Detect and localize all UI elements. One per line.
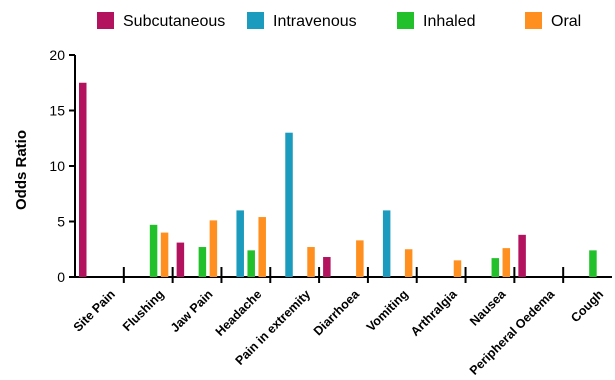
bar-subcutaneous-diarrhoea (323, 257, 331, 277)
bar-subcutaneous-peripheral-oedema (518, 234, 526, 277)
legend-label-intravenous: Intravenous (273, 13, 357, 30)
bar-oral-headache (258, 217, 266, 277)
category-label-jaw-pain: Jaw Pain (168, 287, 216, 335)
bar-inhaled-nausea (491, 258, 500, 277)
category-label-site-pain: Site Pain (71, 287, 118, 334)
bar-oral-flushing (160, 232, 169, 277)
y-tick-label: 10 (49, 158, 65, 174)
category-label-cough: Cough (568, 287, 606, 325)
y-tick-label: 5 (57, 214, 65, 230)
category-label-peripheral-oedema: Peripheral Oedema (467, 286, 558, 377)
bar-intravenous-pain-in-extremity (285, 132, 293, 277)
bar-intravenous-vomiting (382, 210, 391, 277)
legend-label-subcutaneous: Subcutaneous (123, 13, 225, 30)
legend-label-oral: Oral (551, 13, 581, 30)
category-label-arthralgia: Arthralgia (408, 286, 460, 338)
category-label-flushing: Flushing (120, 287, 167, 334)
y-axis-label: Odds Ratio (13, 130, 30, 210)
bar-inhaled-flushing (149, 224, 158, 277)
legend: Subcutaneous Intravenous Inhaled Oral (97, 12, 581, 30)
bar-oral-vomiting (404, 249, 413, 277)
bar-intravenous-headache (236, 210, 244, 277)
legend-label-inhaled: Inhaled (423, 13, 476, 30)
bar-inhaled-jaw-pain (198, 247, 207, 277)
legend-swatch-intravenous (247, 12, 264, 29)
category-label-diarrhoea: Diarrhoea (311, 286, 363, 338)
category-label-nausea: Nausea (467, 286, 509, 328)
bar-inhaled-headache (247, 250, 255, 277)
bar-oral-pain-in-extremity (307, 247, 315, 277)
legend-swatch-inhaled (397, 12, 414, 29)
category-label-vomiting: Vomiting (364, 287, 411, 334)
bar-subcutaneous-site-pain (79, 82, 87, 277)
category-label-headache: Headache (213, 287, 265, 339)
legend-swatch-subcutaneous (97, 12, 114, 29)
bar-inhaled-cough (589, 250, 597, 277)
legend-swatch-oral (525, 12, 542, 29)
y-tick-label: 20 (49, 47, 65, 63)
bar-oral-arthralgia (453, 260, 462, 277)
bar-subcutaneous-jaw-pain (176, 242, 185, 277)
bar-oral-jaw-pain (209, 220, 218, 277)
y-tick-label: 0 (57, 269, 65, 285)
axes: 0 5 10 15 20 (49, 47, 612, 285)
bar-oral-nausea (502, 248, 511, 277)
bars (79, 82, 597, 277)
bar-oral-diarrhoea (356, 240, 364, 277)
y-tick-label: 15 (49, 103, 65, 119)
